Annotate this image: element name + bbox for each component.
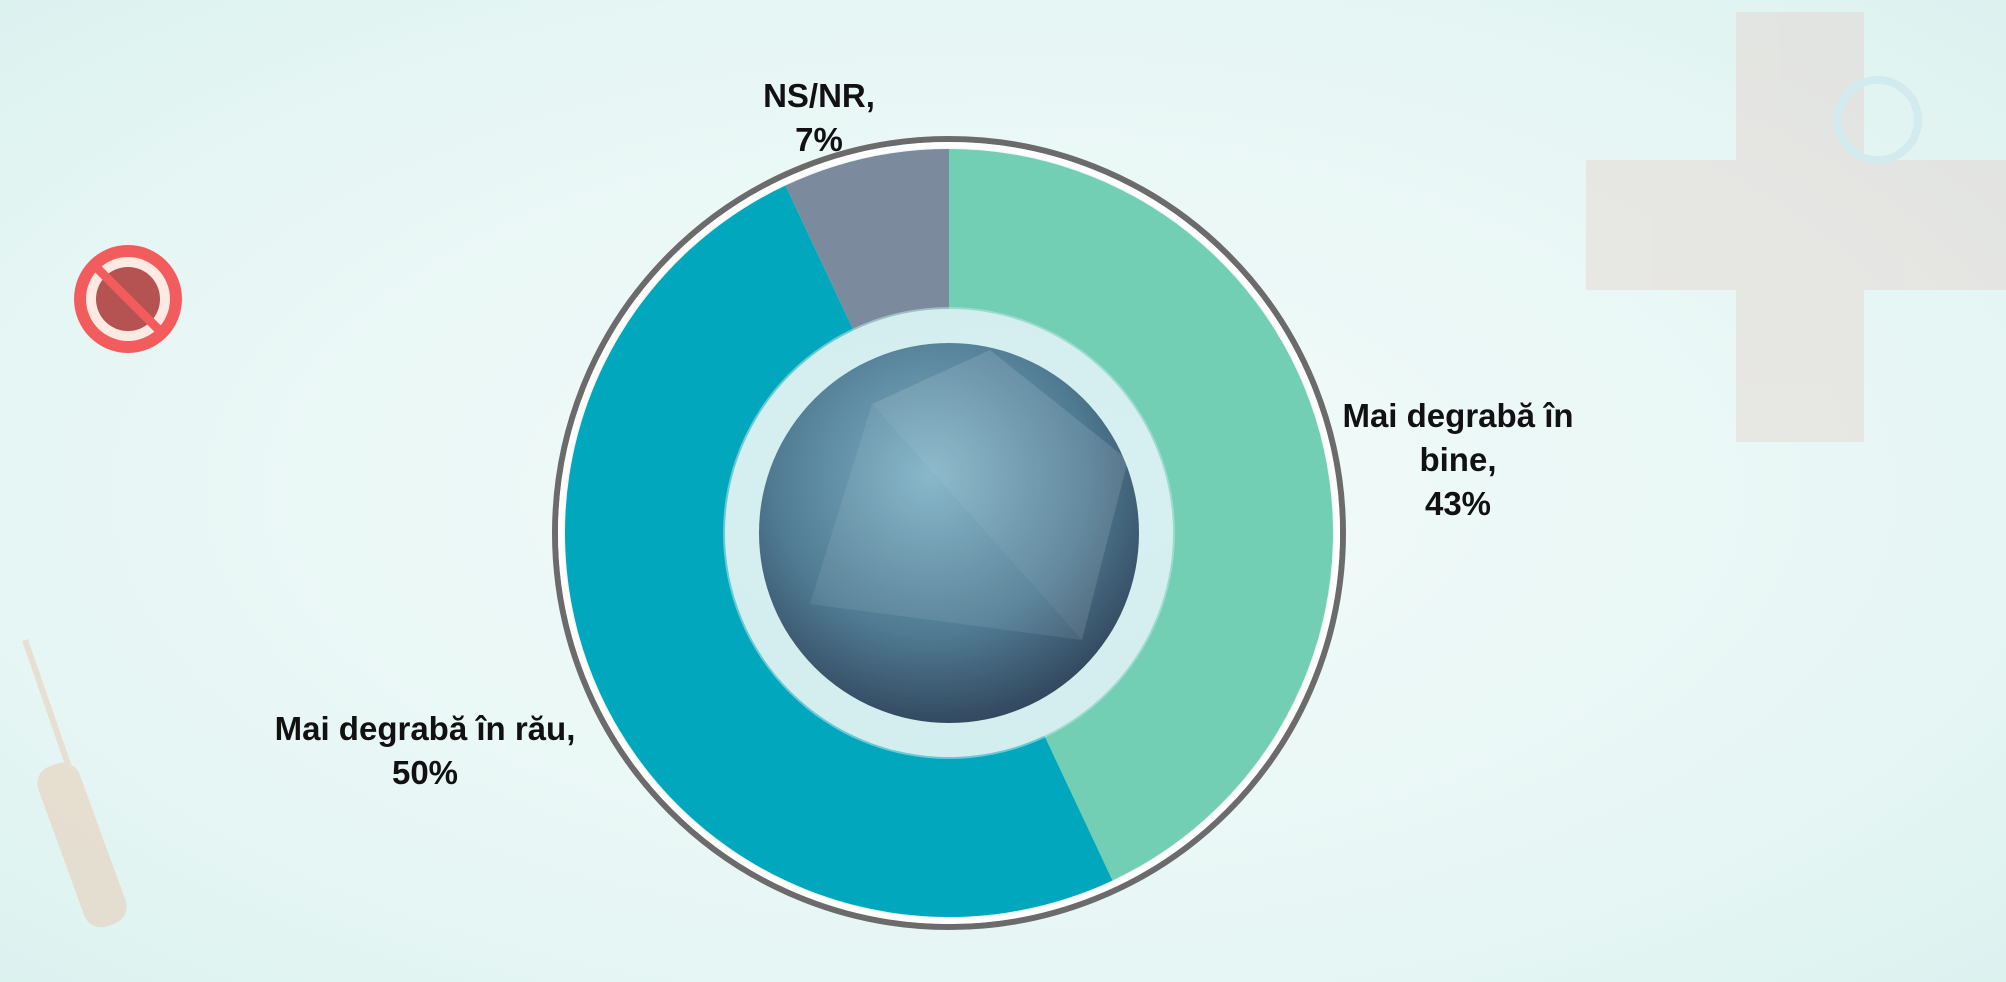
outer-ring-inner [558,142,1340,924]
category-label: Mai degrabă în rău, [274,710,576,747]
label-0: Mai degrabă în bine, 43% [1338,394,1578,526]
donut-slice [565,185,1113,918]
gem-facet [810,404,1082,640]
value-label: 50% [391,754,459,791]
donut-slice [785,149,949,331]
decor-syringe [22,639,127,928]
category-label: NS/NR, [763,77,875,114]
label-1: Mai degrabă în rău, 50% [245,707,605,795]
hole-gem [759,343,1139,723]
decor-virus-icon [74,245,182,353]
value-label: 43% [1424,485,1492,522]
label-2: NS/NR, 7% [719,74,919,162]
donut-slice [949,149,1334,881]
gem-facet [872,350,1128,640]
outer-ring [552,136,1346,930]
category-label: Mai degrabă în bine, [1342,397,1574,478]
value-label: 7% [795,121,843,158]
decor-cross [1586,12,2006,442]
